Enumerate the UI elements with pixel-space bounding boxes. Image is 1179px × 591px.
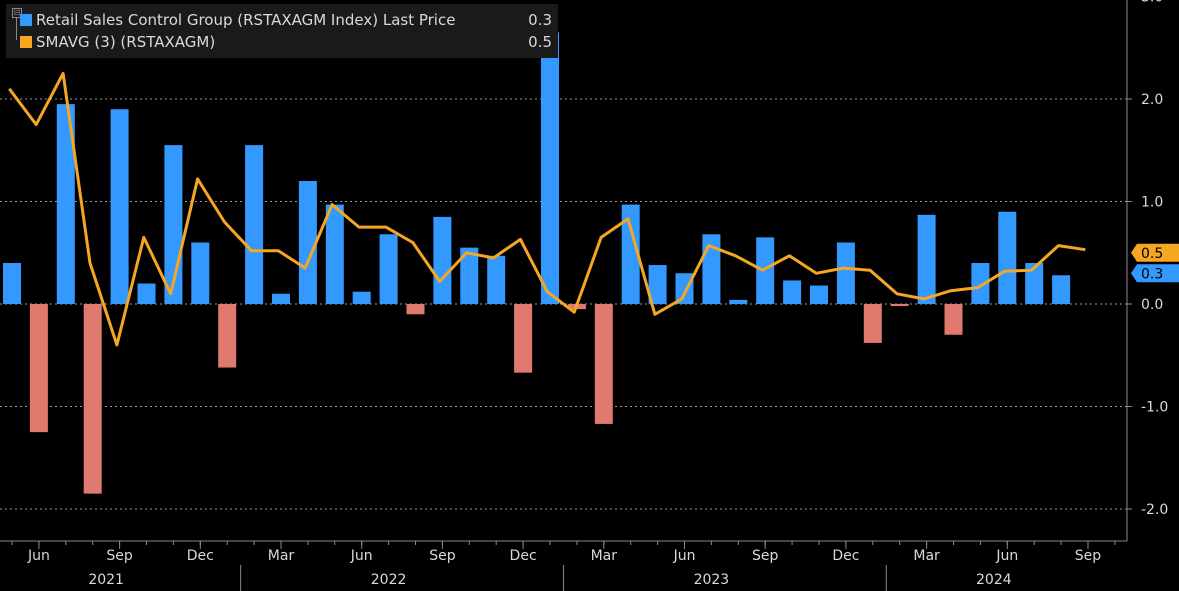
bar — [675, 273, 694, 304]
last-value-smavg-badge — [1131, 243, 1179, 262]
bar — [325, 204, 344, 304]
bar-series — [3, 32, 1071, 494]
legend-value: 0.5 — [528, 33, 552, 51]
bar — [272, 293, 290, 304]
y-tick-label: 1.0 — [1141, 195, 1163, 211]
bar — [1052, 275, 1071, 304]
x-tick-label: Mar — [913, 548, 940, 564]
y-tick-label: 2.0 — [1141, 92, 1163, 108]
x-tick-label: Mar — [268, 548, 295, 564]
bar — [137, 283, 156, 304]
x-tick-label: Dec — [832, 548, 859, 564]
bar — [218, 304, 237, 368]
bar — [460, 247, 479, 304]
x-tick-label: Sep — [1075, 548, 1102, 564]
x-tick-label: Mar — [591, 548, 618, 564]
x-tick-label: Jun — [673, 548, 696, 564]
legend-value: 0.3 — [528, 11, 552, 29]
bar — [83, 304, 102, 494]
legend-swatch-orange — [20, 36, 32, 48]
last-value-markers: 0.50.3 — [1131, 243, 1179, 283]
bar — [810, 285, 828, 304]
bar — [433, 216, 452, 304]
bar — [971, 263, 990, 304]
x-year-label: 2021 — [88, 572, 124, 588]
legend-label: Retail Sales Control Group (RSTAXAGM Ind… — [36, 11, 456, 29]
x-tick-label: Jun — [995, 548, 1018, 564]
bar — [406, 304, 425, 315]
x-tick-label: Jun — [27, 548, 50, 564]
y-tick-label: 3.0 — [1141, 0, 1163, 6]
bar — [110, 109, 129, 304]
last-value-smavg-label: 0.5 — [1141, 246, 1163, 262]
bar — [379, 234, 398, 304]
line-series — [8, 71, 1086, 347]
last-value-retail-badge — [1131, 264, 1179, 283]
bar — [56, 104, 75, 304]
bar — [29, 304, 48, 433]
x-tick-label: Sep — [106, 548, 133, 564]
bar — [594, 304, 613, 424]
x-tick-label: Dec — [187, 548, 214, 564]
legend-item-smavg: SMAVG (3) (RSTAXAGM) 0.5 — [20, 32, 552, 52]
x-year-label: 2023 — [694, 572, 730, 588]
bar — [541, 32, 559, 304]
x-tick-label: Jun — [350, 548, 373, 564]
last-value-retail-label: 0.3 — [1141, 266, 1163, 282]
bar — [1025, 263, 1044, 304]
bar — [917, 214, 936, 304]
bar — [621, 204, 640, 304]
bar — [729, 299, 748, 304]
bar — [756, 237, 775, 304]
bar — [998, 211, 1017, 304]
x-year-label: 2022 — [371, 572, 407, 588]
bar — [3, 263, 21, 304]
bar — [514, 304, 533, 373]
bar — [245, 145, 264, 304]
x-axis: Jun Sep Dec Mar Jun Sep Dec Mar Jun Sep Dec Mar Jun S… — [0, 540, 1127, 591]
bar — [648, 265, 667, 304]
x-tick-label: Sep — [429, 548, 456, 564]
y-tick-label: -2.0 — [1141, 502, 1168, 518]
bar — [352, 291, 371, 304]
bar — [298, 181, 317, 304]
x-tick-label: Dec — [510, 548, 537, 564]
x-year-label: 2024 — [976, 572, 1012, 588]
bar — [863, 304, 882, 343]
bar — [944, 304, 963, 335]
bar — [487, 255, 506, 304]
legend-swatch-blue — [20, 14, 32, 26]
legend: ⊟ Retail Sales Control Group (RSTAXAGM I… — [6, 4, 558, 58]
bar — [702, 234, 721, 304]
bar — [836, 242, 855, 304]
bar — [783, 280, 802, 304]
y-tick-label: 0.0 — [1141, 297, 1163, 313]
x-tick-label: Sep — [752, 548, 779, 564]
y-axis: 3.0 2.0 1.0 0.0 -1.0 -2.0 — [1126, 0, 1168, 541]
bar — [890, 304, 909, 307]
y-tick-label: -1.0 — [1141, 400, 1168, 416]
legend-collapse-icon[interactable]: ⊟ — [12, 8, 25, 40]
bar — [191, 242, 210, 304]
legend-label: SMAVG (3) (RSTAXAGM) — [36, 33, 216, 51]
legend-item-retail-sales: Retail Sales Control Group (RSTAXAGM Ind… — [20, 10, 552, 30]
